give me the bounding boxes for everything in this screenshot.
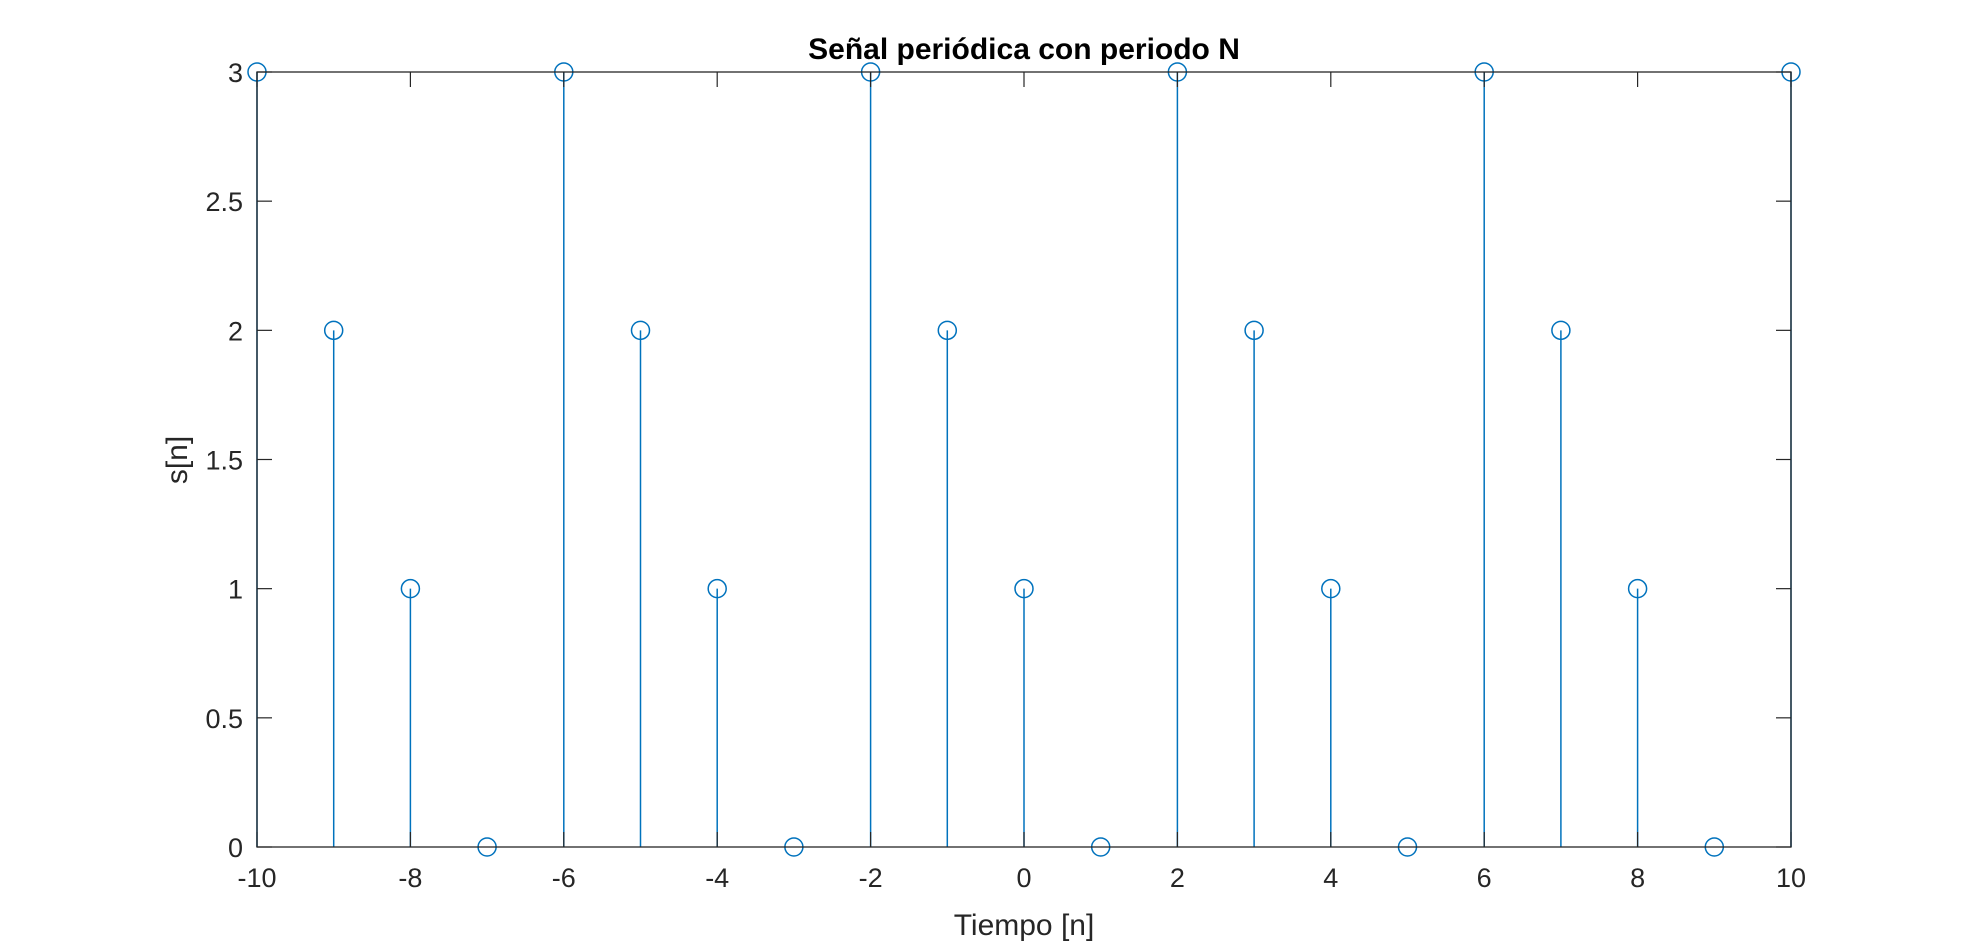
chart-title: Señal periódica con periodo N	[808, 33, 1240, 66]
x-axis-label: Tiempo [n]	[954, 909, 1095, 942]
stem-marker	[1244, 320, 1264, 341]
y-tick-label: 0	[228, 833, 243, 863]
x-tick-label: -2	[859, 863, 883, 893]
y-tick-label: 3	[228, 58, 243, 88]
x-tick-label: 10	[1776, 863, 1806, 893]
stem-marker	[1551, 320, 1571, 341]
stem-marker	[400, 578, 421, 599]
x-tick-label: -6	[552, 863, 576, 893]
y-tick-label: 1.5	[205, 446, 243, 476]
x-tick-label: 4	[1323, 863, 1338, 893]
stem-marker	[323, 320, 344, 341]
y-tick-label: 0.5	[205, 704, 243, 734]
y-tick-label: 1	[228, 575, 243, 605]
stem-marker	[1014, 578, 1034, 599]
y-tick-label: 2.5	[205, 187, 243, 217]
x-tick-label: 2	[1170, 863, 1185, 893]
stem-marker	[1321, 578, 1341, 599]
stem-marker	[707, 578, 727, 599]
y-axis-label: s[n]	[161, 436, 194, 484]
x-axis-ticks: -10 -8 -6 -4 -2 0 2 4 6 8 10	[237, 72, 1806, 893]
y-axis-ticks: 0 0.5 1 1.5 2 2.5 3	[205, 58, 1791, 863]
x-tick-label: 8	[1630, 863, 1645, 893]
x-tick-label: -8	[398, 863, 422, 893]
stem-marker	[630, 320, 651, 341]
x-tick-label: -10	[237, 863, 276, 893]
stem-marker	[937, 320, 958, 341]
y-tick-label: 2	[228, 316, 243, 346]
x-tick-label: -4	[705, 863, 729, 893]
stem-marker	[1627, 578, 1648, 599]
x-tick-label: 6	[1477, 863, 1492, 893]
x-tick-label: 0	[1016, 863, 1031, 893]
